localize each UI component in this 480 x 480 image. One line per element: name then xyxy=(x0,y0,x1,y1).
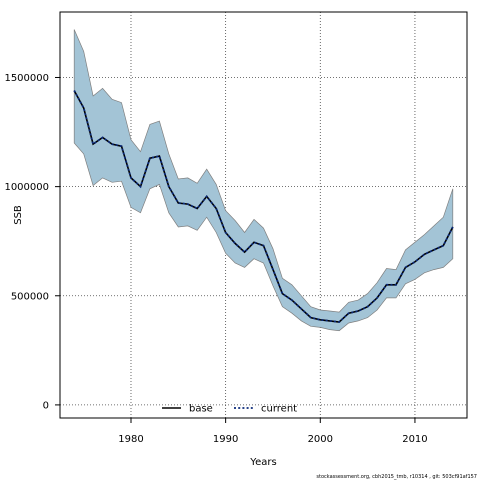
x-tick-label: 2010 xyxy=(402,434,427,445)
x-tick-label: 1990 xyxy=(213,434,238,445)
y-tick-label: 500000 xyxy=(11,291,49,302)
y-axis-title: SSB xyxy=(13,205,24,225)
x-tick-label: 1980 xyxy=(118,434,143,445)
legend: base current xyxy=(162,404,297,415)
x-axis: 1980 1990 2000 2010 xyxy=(118,418,428,445)
x-axis-title: Years xyxy=(249,457,276,468)
y-tick-label: 1000000 xyxy=(4,182,49,193)
confidence-band xyxy=(73,29,454,332)
series-line-current xyxy=(73,90,454,323)
grid-lines xyxy=(60,12,467,418)
plot-frame xyxy=(59,11,468,419)
y-tick-label: 1500000 xyxy=(4,73,49,84)
y-tick-label: 0 xyxy=(43,400,49,411)
y-axis: 0 500000 1000000 1500000 xyxy=(4,73,60,411)
x-tick-label: 2000 xyxy=(308,434,333,445)
footnote: stockassessment.org, cbh2015_tmb, r10314… xyxy=(316,474,477,480)
legend-label-current: current xyxy=(261,404,297,415)
legend-label-base: base xyxy=(189,404,213,415)
